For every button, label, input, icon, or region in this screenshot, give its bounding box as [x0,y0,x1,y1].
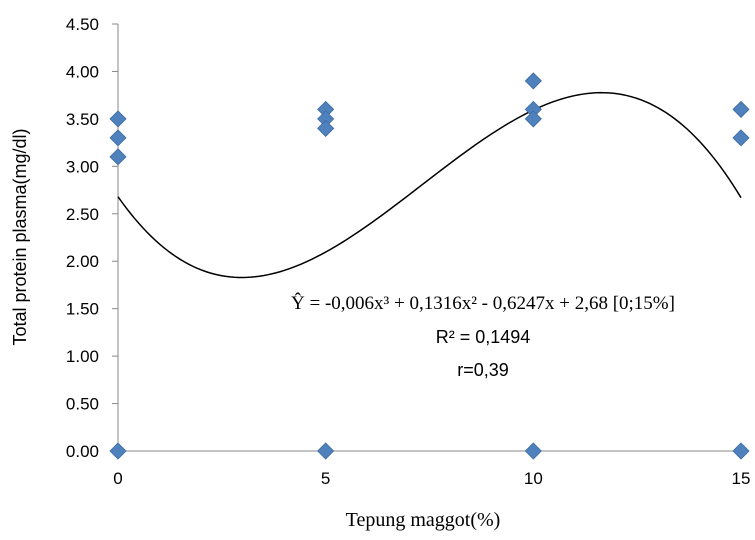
y-tick-labels: 0.00 0.50 1.00 1.50 2.00 2.50 3.00 3.50 4.00 4.50 [66,15,99,461]
data-point [109,442,127,460]
x-axis-label: Tepung maggot(%) [346,509,501,531]
y-tick-label: 0.50 [66,395,99,414]
y-tick-label: 2.00 [66,252,99,271]
y-tick-label: 4.00 [66,62,99,81]
data-point [524,442,542,460]
r-squared-label: R² = 0,1494 [436,327,531,347]
y-tick-label: 3.00 [66,157,99,176]
data-point [317,442,335,460]
axes [112,23,742,457]
data-point [732,100,750,118]
x-tick-label: 0 [113,469,122,488]
x-tick-label: 5 [321,469,330,488]
trendline [117,91,742,279]
x-tick-labels: 0 5 10 15 [113,469,750,488]
data-point [109,110,127,128]
data-point [109,148,127,166]
x-tick-label: 15 [732,469,751,488]
data-point [524,72,542,90]
x-tick-label: 10 [524,469,543,488]
y-tick-label: 1.00 [66,347,99,366]
data-points [109,72,750,460]
y-tick-label: 1.50 [66,300,99,319]
data-point [109,129,127,147]
data-point [524,110,542,128]
data-point [317,119,335,137]
r-label: r=0,39 [457,360,509,380]
trendline-equation: Ŷ = -0,006x³ + 0,1316x² - 0,6247x + 2,68… [291,292,675,314]
data-point [732,442,750,460]
y-tick-label: 0.00 [66,442,99,461]
y-tick-label: 3.50 [66,110,99,129]
y-axis-label: Total protein plasma(mg/dl) [10,128,30,345]
y-tick-label: 2.50 [66,205,99,224]
data-point [732,129,750,147]
y-tick-label: 4.50 [66,15,99,34]
